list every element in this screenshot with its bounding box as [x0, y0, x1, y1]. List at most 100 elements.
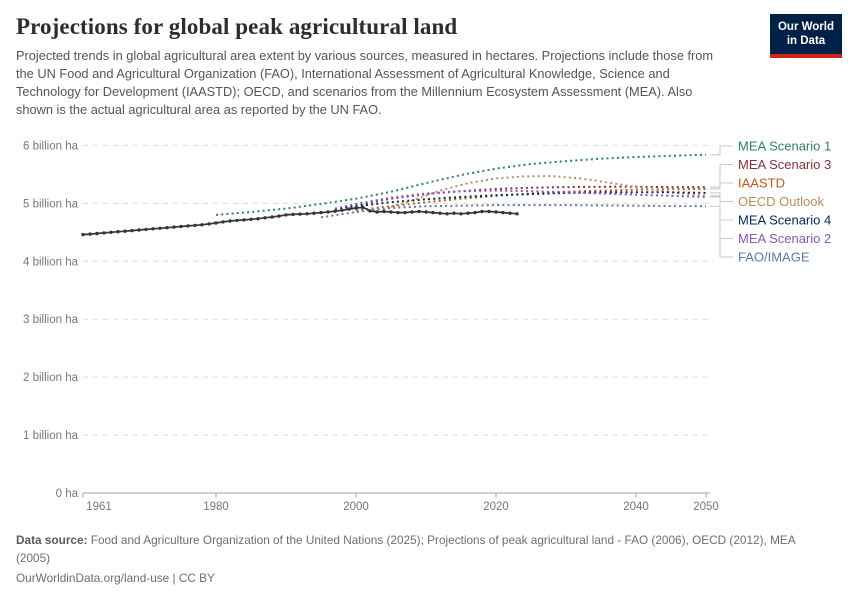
data-point-marker	[438, 211, 442, 215]
data-point-marker	[452, 211, 456, 215]
legend-label-oecd-outlook[interactable]: OECD Outlook	[738, 194, 824, 209]
data-point-marker	[494, 210, 498, 214]
data-point-marker	[354, 206, 358, 210]
y-axis-tick-label: 2 billion ha	[23, 372, 79, 384]
x-axis-tick-label: 2000	[343, 501, 369, 513]
data-point-marker	[305, 212, 309, 216]
data-point-marker	[214, 221, 218, 225]
data-point-marker	[228, 219, 232, 223]
data-point-marker	[375, 210, 379, 214]
y-axis-tick-label: 1 billion ha	[23, 430, 79, 442]
data-point-marker	[172, 225, 176, 229]
data-point-marker	[270, 215, 274, 219]
data-point-marker	[88, 232, 92, 236]
data-point-marker	[123, 229, 127, 233]
data-point-marker	[242, 218, 246, 222]
data-point-marker	[193, 223, 197, 228]
series-line-oecd-outlook[interactable]	[390, 175, 707, 208]
y-axis-tick-label: 3 billion ha	[23, 314, 79, 326]
data-point-marker	[508, 211, 512, 215]
series-line-actual-agricultural-area[interactable]	[82, 206, 518, 236]
owid-logo-line2: in Data	[786, 35, 826, 48]
data-point-marker	[487, 209, 491, 214]
data-point-marker	[200, 223, 204, 227]
y-axis-tick-label: 6 billion ha	[23, 140, 79, 152]
data-point-marker	[130, 228, 134, 233]
data-point-marker	[480, 209, 484, 214]
data-point-marker	[249, 217, 253, 221]
y-axis-tick-label: 4 billion ha	[23, 256, 79, 268]
x-axis-tick-label: 1980	[203, 501, 229, 513]
data-point-marker	[144, 227, 148, 232]
data-point-marker	[291, 212, 295, 217]
chart-header: Projections for global peak agricultural…	[0, 0, 850, 120]
series-line-mea-scenario-2[interactable]	[334, 189, 707, 210]
data-point-marker	[326, 210, 330, 214]
series-line-fao-image[interactable]	[320, 204, 707, 219]
data-point-marker	[221, 220, 225, 224]
data-point-marker	[501, 210, 505, 215]
chart-footer: Data source: Food and Agriculture Organi…	[16, 532, 826, 588]
legend-label-iaastd[interactable]: IAASTD	[738, 176, 785, 191]
legend-label-mea-scenario-3[interactable]: MEA Scenario 3	[738, 157, 831, 172]
legend-connector	[710, 182, 733, 190]
series-line-mea-scenario-3[interactable]	[334, 185, 706, 211]
owid-logo-line1: Our World	[777, 21, 834, 33]
data-point-marker	[116, 230, 120, 234]
x-axis-tick-label: 2040	[623, 501, 649, 513]
data-point-marker	[389, 210, 393, 214]
legend-connector	[710, 164, 733, 188]
y-axis-tick-label: 0 ha	[56, 488, 79, 500]
y-axis-tick-label: 5 billion ha	[23, 198, 79, 210]
series-line-mea-scenario-4[interactable]	[334, 191, 707, 211]
data-point-marker	[186, 224, 190, 228]
data-point-marker	[179, 224, 183, 229]
legend-label-fao-image[interactable]: FAO/IMAGE	[738, 250, 810, 265]
legend-label-mea-scenario-4[interactable]: MEA Scenario 4	[738, 213, 831, 228]
data-point-marker	[165, 226, 169, 230]
data-point-marker	[95, 231, 99, 236]
x-axis-tick-label: 2050	[693, 501, 719, 513]
legend-label-mea-scenario-2[interactable]: MEA Scenario 2	[738, 231, 831, 246]
data-source-label: Data source:	[16, 533, 88, 547]
chart-subtitle: Projected trends in global agricultural …	[16, 48, 714, 118]
data-point-marker	[235, 218, 239, 223]
legend-connector	[710, 196, 733, 239]
data-point-marker	[410, 210, 414, 214]
x-axis-tick-label: 2020	[483, 501, 509, 513]
legend-connector	[710, 145, 733, 156]
data-point-marker	[473, 210, 477, 215]
data-point-marker	[256, 217, 260, 221]
license-link[interactable]: OurWorldinData.org/land-use | CC BY	[16, 571, 215, 586]
data-point-marker	[137, 228, 141, 232]
data-point-marker	[368, 209, 372, 213]
x-axis-tick-label: 1961	[86, 501, 112, 513]
data-point-marker	[319, 210, 323, 215]
data-source-note: Data source: Food and Agriculture Organi…	[16, 532, 826, 567]
data-point-marker	[431, 210, 435, 215]
data-point-marker	[361, 205, 365, 210]
data-point-marker	[403, 210, 407, 215]
data-point-marker	[445, 212, 449, 216]
data-point-marker	[466, 211, 470, 215]
data-point-marker	[207, 222, 211, 226]
data-source-text: Food and Agriculture Organization of the…	[16, 533, 795, 565]
chart-area: 0 ha 1 billion ha 2 billion ha 3 billion ha…	[0, 133, 850, 521]
data-point-marker	[312, 211, 316, 215]
data-point-marker	[284, 213, 288, 217]
data-point-marker	[151, 227, 155, 231]
data-point-marker	[459, 212, 463, 216]
data-point-marker	[396, 210, 400, 215]
data-point-marker	[81, 232, 85, 237]
page-title: Projections for global peak agricultural…	[16, 14, 458, 39]
data-point-marker	[109, 230, 113, 234]
data-point-marker	[347, 207, 351, 211]
data-point-marker	[382, 209, 386, 214]
data-point-marker	[263, 216, 267, 220]
data-point-marker	[417, 209, 421, 214]
line-chart: 0 ha 1 billion ha 2 billion ha 3 billion ha…	[23, 139, 831, 514]
legend-connector	[710, 205, 733, 258]
data-point-marker	[340, 208, 344, 212]
legend-label-mea-scenario-1[interactable]: MEA Scenario 1	[738, 139, 831, 154]
series-line-iaastd[interactable]	[355, 187, 707, 212]
